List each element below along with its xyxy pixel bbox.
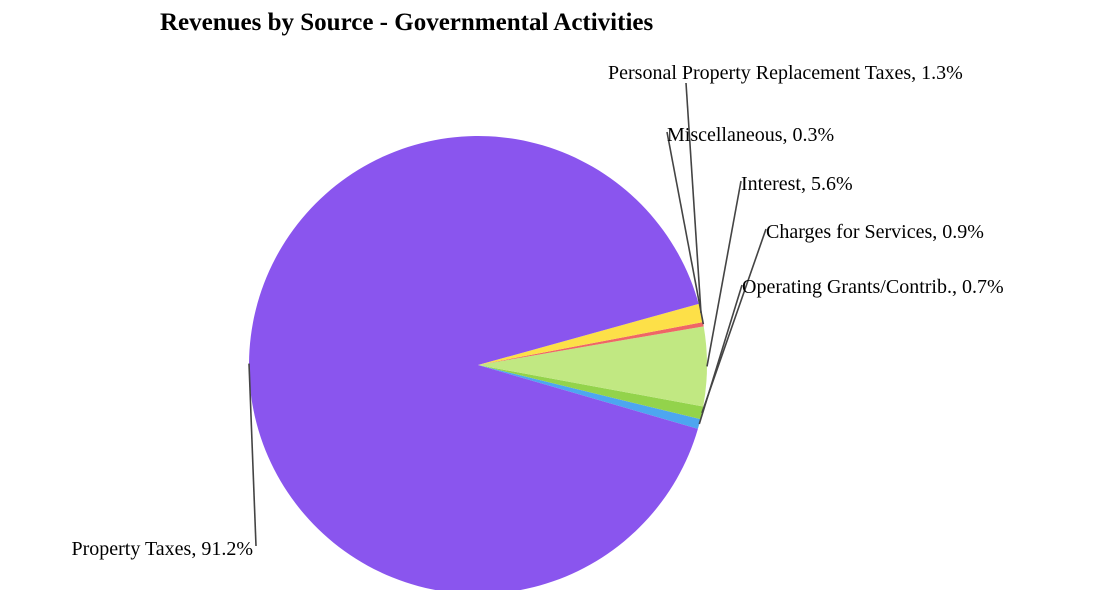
slice-label: Operating Grants/Contrib., 0.7%: [742, 276, 1004, 298]
slice-label: Personal Property Replacement Taxes, 1.3…: [608, 62, 963, 84]
leader-line: [685, 82, 702, 313]
pie-slice-property-taxes: [249, 136, 699, 590]
slice-label: Interest, 5.6%: [741, 173, 853, 195]
chart-title: Revenues by Source - Governmental Activi…: [160, 9, 653, 36]
leader-line: [701, 228, 767, 414]
leader-line: [248, 363, 257, 547]
slice-label: Charges for Services, 0.9%: [766, 221, 984, 243]
slice-labels: Operating Grants/Contrib., 0.7% Charges f…: [71, 62, 1003, 560]
leader-lines: [248, 82, 767, 547]
pie-slice-operating-grants-contrib-: [478, 365, 701, 429]
leader-line: [706, 180, 742, 367]
leader-line: [666, 131, 705, 325]
pie-slice-miscellaneous: [478, 322, 704, 365]
pie-slices: [249, 136, 707, 590]
pie-slice-interest: [478, 326, 707, 407]
pie-slice-charges-for-services: [478, 365, 704, 420]
slice-label: Property Taxes, 91.2%: [71, 538, 253, 560]
slice-label: Miscellaneous, 0.3%: [667, 124, 834, 146]
pie-slice-personal-property-replacement-taxes: [478, 303, 703, 365]
